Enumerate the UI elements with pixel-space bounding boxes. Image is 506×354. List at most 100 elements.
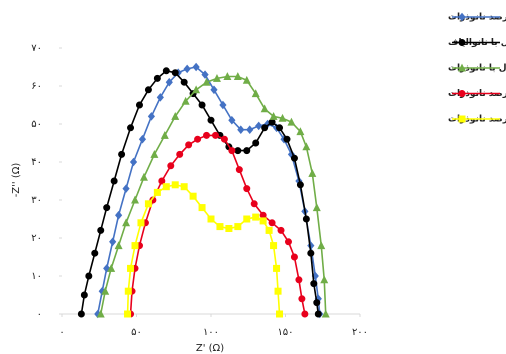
data-point (203, 131, 211, 139)
data-point (150, 150, 159, 158)
data-point (269, 112, 278, 120)
data-point (321, 309, 330, 318)
data-point (127, 124, 135, 132)
data-point (167, 162, 175, 170)
data-point (138, 134, 147, 144)
data-point (153, 188, 161, 196)
data-point (176, 150, 184, 158)
data-point (251, 89, 260, 98)
data-point (103, 264, 111, 273)
data-point (139, 172, 148, 181)
data-point (268, 219, 276, 227)
data-point (144, 86, 152, 94)
y-tick-label: ۶۰ (31, 81, 42, 92)
x-axis-label: Z' (Ω) (196, 343, 224, 354)
x-tick-label: ۲۰۰ (352, 327, 368, 338)
series (96, 72, 330, 318)
data-point (290, 253, 298, 261)
data-point (103, 204, 111, 212)
data-point (91, 249, 99, 257)
data-point (310, 280, 318, 288)
data-point (115, 210, 123, 220)
data-point (228, 147, 236, 155)
data-point (277, 226, 285, 234)
data-point (85, 272, 93, 280)
data-point (212, 74, 221, 82)
data-point (202, 77, 211, 86)
data-point (276, 124, 284, 132)
legend-marker (458, 38, 466, 46)
data-point (180, 183, 188, 191)
data-point (273, 264, 281, 272)
y-tick-label: ۳۰ (31, 195, 42, 206)
data-point (243, 185, 251, 193)
legend-marker (458, 12, 466, 22)
data-point (320, 275, 329, 284)
data-point (274, 287, 282, 295)
data-point (234, 147, 242, 155)
data-point (137, 219, 145, 227)
data-point (252, 213, 260, 221)
x-tick-label: ۱۵۰ (277, 327, 293, 338)
y-tick-label: ۴۰ (31, 157, 42, 168)
legend-marker (458, 90, 466, 98)
data-point (246, 125, 254, 134)
data-point (127, 264, 135, 272)
y-tick-label: ۷۰ (31, 43, 42, 54)
y-axis-label: -Z'' (Ω) (11, 163, 22, 198)
data-point (97, 226, 105, 234)
data-point (210, 85, 218, 95)
data-point (198, 204, 206, 212)
data-point (180, 78, 188, 86)
data-point (260, 104, 269, 113)
data-point (153, 74, 161, 82)
y-tick-label: ۱۰ (31, 271, 42, 282)
data-point (287, 117, 296, 126)
data-point (296, 181, 304, 189)
data-point (283, 135, 291, 143)
data-point (80, 291, 88, 299)
data-point (122, 218, 131, 227)
data-point (250, 200, 258, 208)
series-line (96, 66, 321, 315)
y-tick-label: ۲۰ (31, 233, 42, 244)
data-point (314, 310, 322, 318)
data-point (220, 135, 228, 143)
data-point (284, 238, 292, 246)
data-point (225, 225, 233, 233)
data-point (162, 183, 170, 191)
data-point (185, 141, 193, 149)
data-point (223, 72, 232, 80)
data-point (290, 154, 298, 162)
data-point (201, 70, 209, 79)
data-point (192, 62, 200, 72)
series-line (80, 69, 320, 315)
data-point (261, 124, 269, 132)
data-point (276, 310, 284, 318)
data-point (302, 215, 310, 223)
x-tick-label: ۵۰ (131, 327, 142, 338)
data-point (259, 217, 267, 225)
data-point (183, 64, 191, 74)
data-point (181, 96, 190, 105)
data-point (171, 69, 179, 77)
legend-marker (458, 63, 466, 72)
data-point (216, 223, 224, 231)
data-point (131, 195, 139, 204)
data-point (211, 131, 219, 139)
data-point (165, 77, 173, 87)
data-point (147, 112, 155, 121)
x-tick-label: ۱۰۰ (203, 327, 219, 338)
data-point (77, 310, 85, 318)
data-point (243, 215, 251, 223)
data-point (307, 249, 315, 257)
data-point (131, 242, 139, 250)
data-point (171, 181, 179, 189)
y-tick-label: ۵۰ (31, 119, 42, 130)
data-point (242, 75, 251, 84)
data-point (233, 72, 242, 80)
data-point (162, 67, 170, 75)
data-point (252, 139, 260, 147)
data-point (265, 226, 273, 234)
